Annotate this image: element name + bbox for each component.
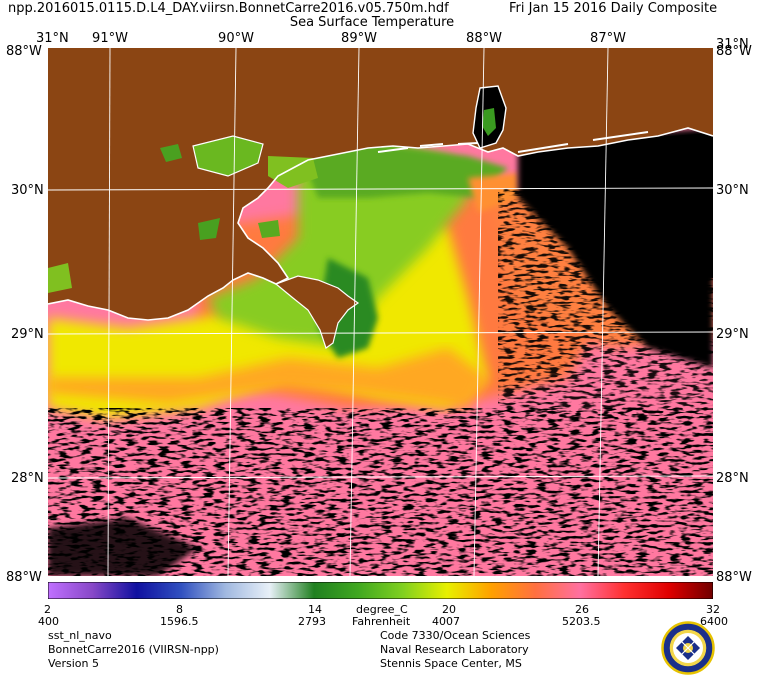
lake-pontchartrain [193, 136, 263, 176]
cbar-tick-f-4007: 4007 [432, 615, 460, 628]
sst-map [48, 48, 713, 576]
org-location: Stennis Space Center, MS [380, 657, 522, 670]
barrier-islands [377, 131, 649, 153]
corner-label-bottom-right: 88°W [716, 570, 752, 585]
corner-label-bottom-left: 88°W [6, 570, 42, 585]
composite-date: Fri Jan 15 2016 Daily Composite [509, 1, 718, 16]
no-data-east-core [568, 133, 713, 278]
cbar-unit-fahrenheit: Fahrenheit [352, 615, 411, 628]
coastal-orange-east [468, 173, 518, 213]
land-mainland [48, 48, 713, 320]
file-name: npp.2016015.0115.D.L4_DAY.viirsn.BonnetC… [8, 1, 449, 16]
birds-foot-delta [274, 275, 360, 349]
org-code: Code 7330/Ocean Sciences [380, 629, 531, 642]
lake-borgne [268, 156, 318, 188]
lon-label-88w: 88°W [466, 31, 502, 46]
lat-label-28n-right: 28°N [716, 471, 749, 486]
cbar-tick-f-400: 400 [38, 615, 59, 628]
product-title: Sea Surface Temperature [289, 15, 455, 30]
sound-green [298, 144, 508, 198]
cbar-tick-c-2: 2 [44, 603, 51, 616]
no-data-southwest [48, 518, 198, 576]
pontchartrain-shore [192, 135, 264, 177]
cbar-tick-f-2793: 2793 [298, 615, 326, 628]
naval-research-laboratory-seal-icon [661, 621, 715, 675]
interior-lake-1 [198, 218, 220, 240]
dataset-name: BonnetCarre2016 (VIIRSN-npp) [48, 643, 219, 656]
version-label: Version 5 [48, 657, 99, 670]
corner-label-right-alt: 88°W [716, 44, 752, 59]
lat-label-29n-right: 29°N [716, 327, 749, 342]
lon-label-91w: 91°W [92, 31, 128, 46]
shelf-orange-fringe [48, 348, 488, 408]
lat-label-28n-left: 28°N [11, 471, 44, 486]
corner-label-top-right: 31°N [716, 37, 749, 52]
lon-label-90w: 90°W [218, 31, 254, 46]
cbar-unit-celsius: degree_C [356, 603, 408, 616]
graticule [48, 48, 713, 576]
interior-lake-3 [48, 263, 72, 293]
mobile-bay-green [482, 108, 496, 136]
cbar-tick-c-8: 8 [176, 603, 183, 616]
cbar-tick-c-26: 26 [575, 603, 589, 616]
lat-label-29n-left: 29°N [11, 327, 44, 342]
cbar-tick-c-14: 14 [308, 603, 322, 616]
colorbar [48, 582, 713, 599]
cbar-tick-c-20: 20 [442, 603, 456, 616]
org-name: Naval Research Laboratory [380, 643, 529, 656]
lat-label-30n-left: 30°N [11, 183, 44, 198]
cbar-tick-f-5203: 5203.5 [562, 615, 601, 628]
lake-maurepas [160, 144, 182, 162]
corner-label-top-left: 31°N [36, 31, 69, 46]
cbar-tick-c-32: 32 [706, 603, 720, 616]
product-code: sst_nl_navo [48, 629, 112, 642]
interior-lake-2 [258, 220, 280, 238]
cbar-tick-f-1596: 1596.5 [160, 615, 199, 628]
coastline [48, 127, 713, 321]
corner-label-left-alt: 88°W [6, 44, 42, 59]
cbar-tick-f-6400: 6400 [700, 615, 728, 628]
mobile-bay-shore [472, 85, 507, 149]
lon-label-89w: 89°W [341, 31, 377, 46]
lon-label-87w: 87°W [590, 31, 626, 46]
lat-label-30n-right: 30°N [716, 183, 749, 198]
